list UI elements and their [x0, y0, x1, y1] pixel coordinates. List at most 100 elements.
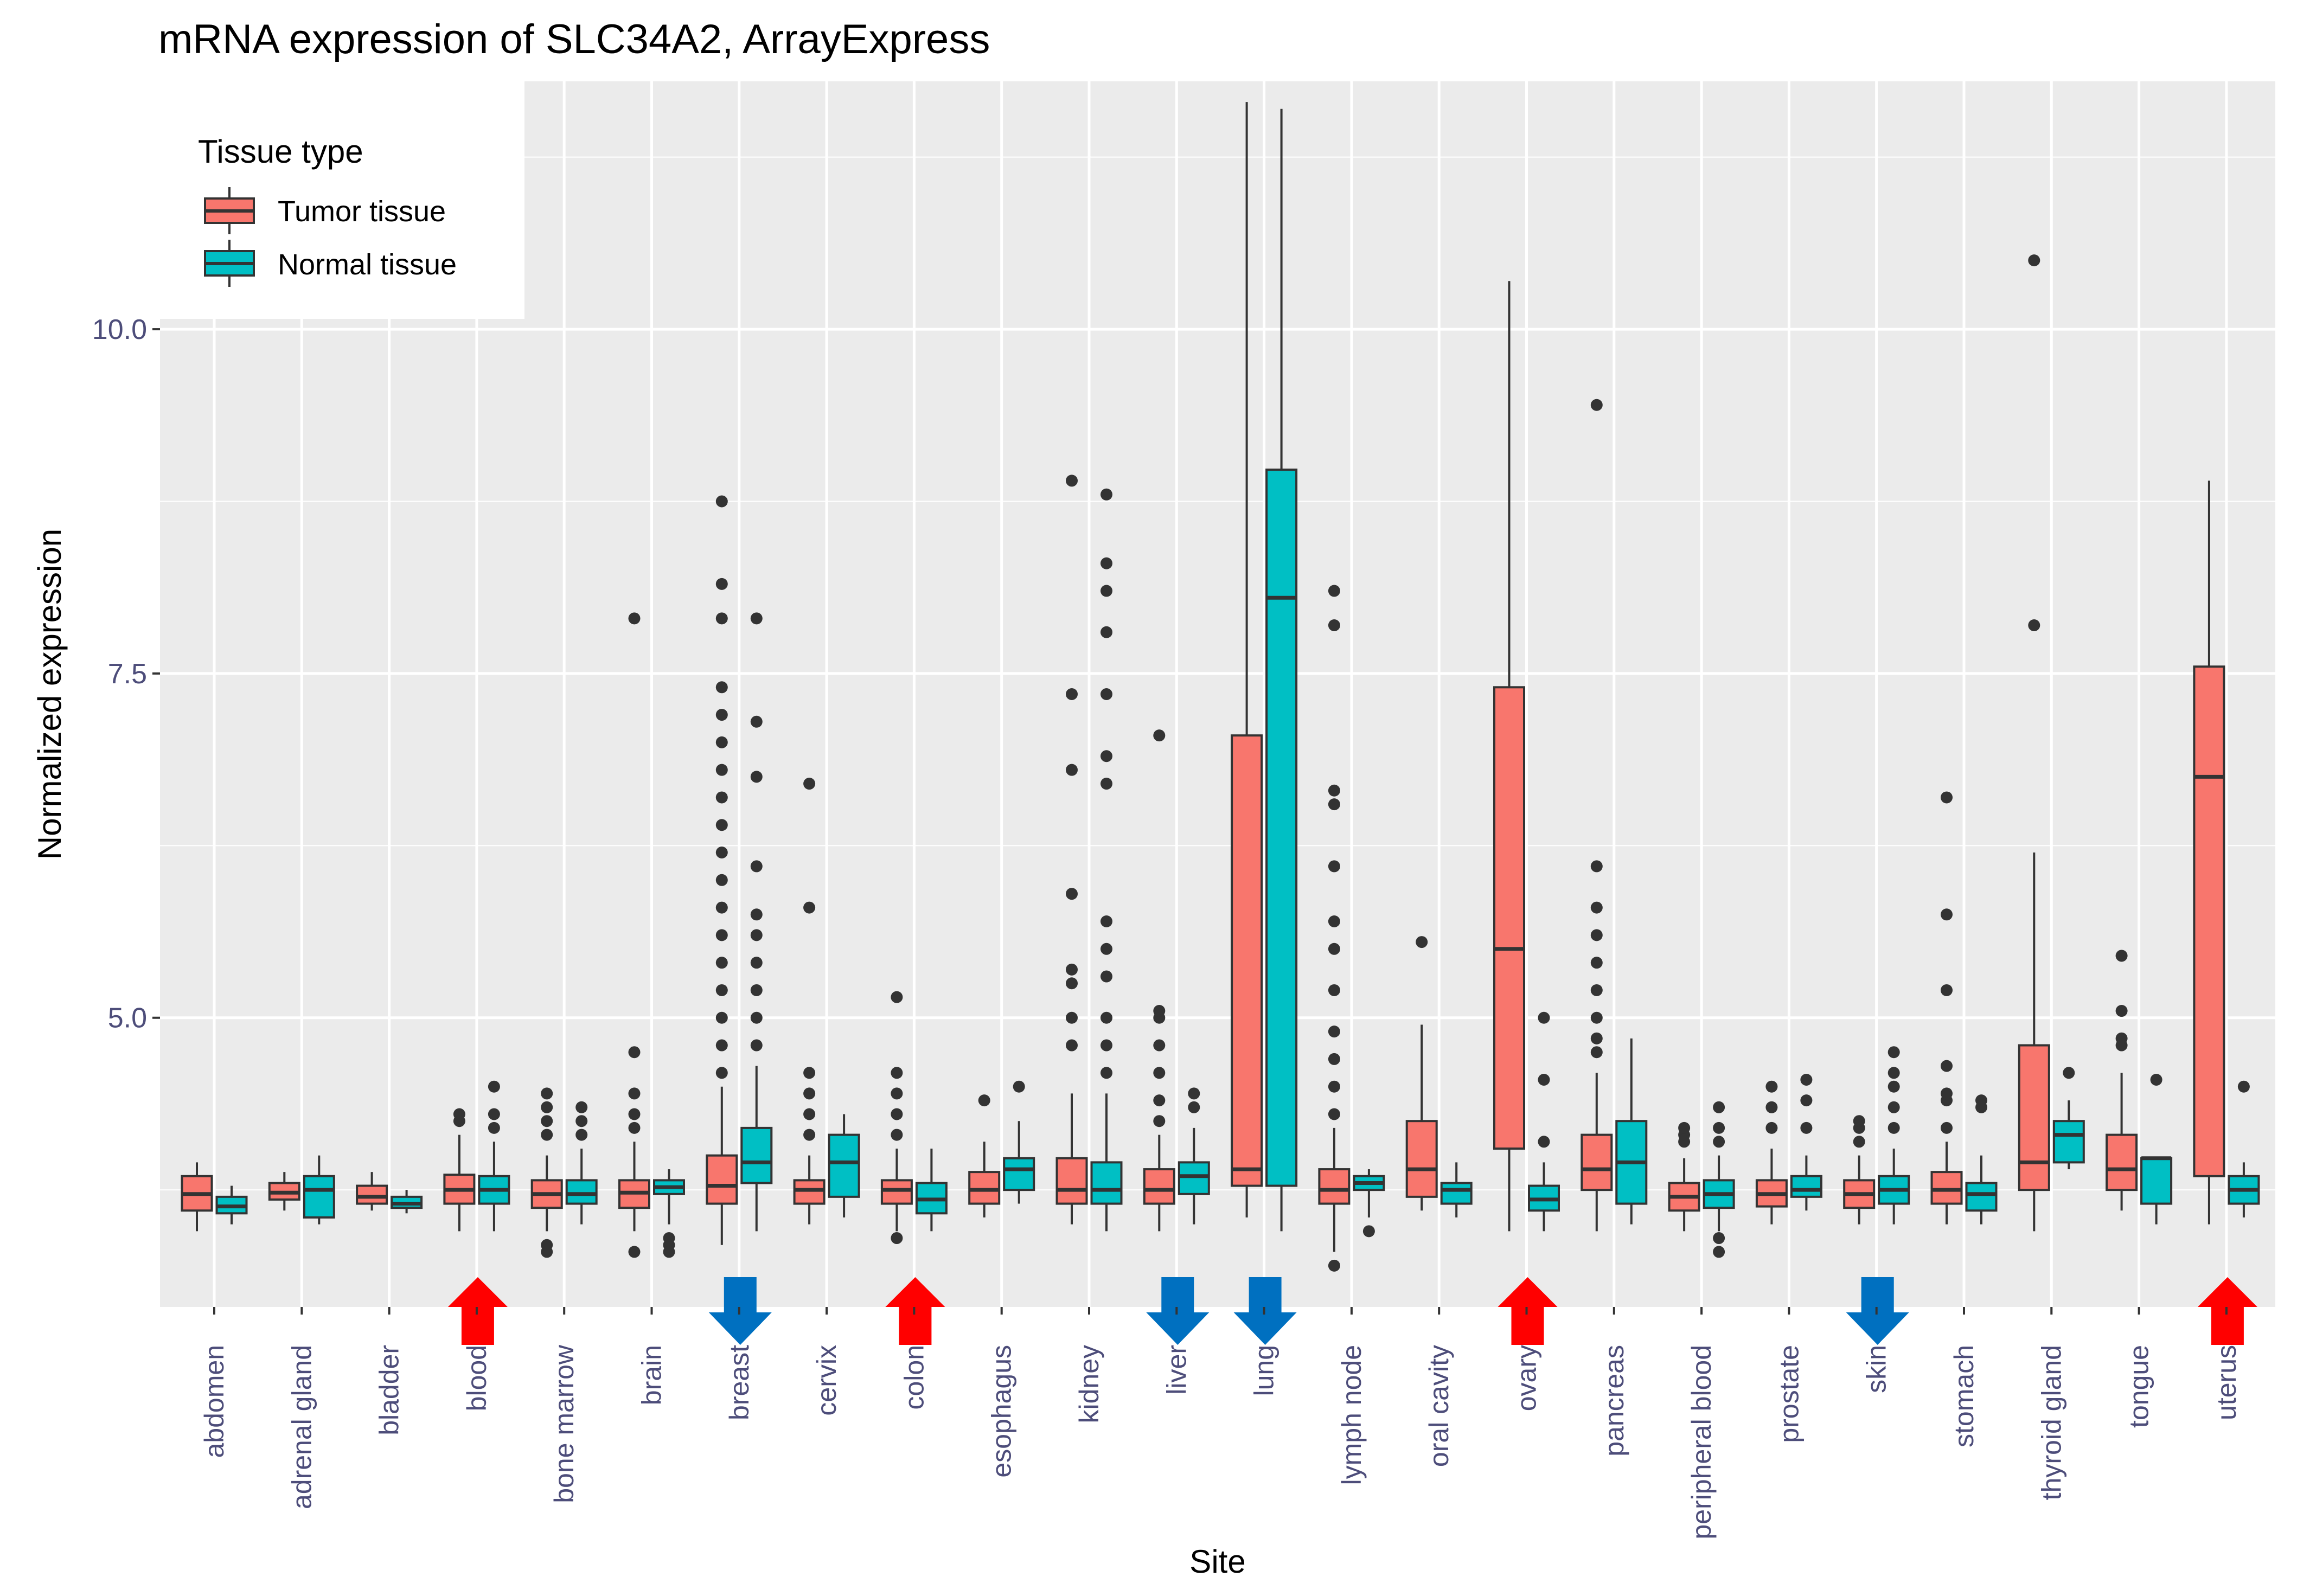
legend-title: Tissue type: [198, 133, 363, 170]
outlier-point: [1100, 1067, 1112, 1079]
outlier-point: [750, 1039, 763, 1052]
box-normal-oral-cavity: [1440, 1162, 1473, 1217]
outlier-point: [575, 1115, 588, 1127]
outlier-point: [1887, 1121, 1900, 1134]
outlier-point: [1066, 475, 1078, 487]
outlier-point: [663, 1246, 675, 1258]
outlier-point: [750, 1011, 763, 1024]
outlier-point: [1328, 798, 1340, 811]
outlier-point: [1100, 943, 1112, 955]
outlier-point: [541, 1115, 553, 1127]
box-normal-skin: [1878, 1046, 1910, 1225]
outlier-point: [2237, 1080, 2250, 1093]
outlier-point: [1853, 1136, 1865, 1148]
x-tick-label: thyroid gland: [2036, 1345, 2066, 1500]
box-tumor-breast: [706, 495, 738, 1245]
outlier-point: [628, 1108, 641, 1120]
outlier-point: [453, 1108, 465, 1120]
outlier-point: [803, 778, 816, 790]
outlier-point: [1941, 791, 1953, 804]
outlier-point: [715, 819, 728, 831]
outlier-point: [803, 901, 816, 914]
outlier-point: [750, 612, 763, 625]
x-axis-title: Site: [1189, 1543, 1245, 1580]
chart-title: mRNA expression of SLC34A2, ArrayExpress: [158, 16, 990, 62]
x-tick-label: bladder: [374, 1345, 405, 1435]
outlier-point: [1153, 1067, 1166, 1079]
outlier-point: [541, 1129, 553, 1141]
outlier-point: [1765, 1080, 1778, 1093]
box-tumor-peripheral-blood: [1668, 1121, 1700, 1232]
outlier-point: [1590, 1011, 1603, 1024]
outlier-point: [2063, 1067, 2075, 1079]
x-tick-label: adrenal gland: [286, 1345, 317, 1509]
outlier-point: [488, 1108, 500, 1120]
box-normal-prostate: [1790, 1074, 1822, 1211]
box-normal-thyroid-gland: [2052, 1067, 2085, 1170]
outlier-point: [715, 791, 728, 804]
outlier-point: [891, 1087, 903, 1100]
outlier-point: [1100, 1011, 1112, 1024]
box-body: [1318, 1168, 1351, 1205]
outlier-point: [541, 1239, 553, 1251]
box-normal-abdomen: [215, 1185, 248, 1225]
outlier-point: [715, 578, 728, 590]
outlier-point: [628, 1246, 641, 1258]
legend-entry-normal: Normal tissue: [204, 240, 457, 287]
box-body: [1003, 1157, 1035, 1191]
outlier-point: [1153, 729, 1166, 742]
x-tick-label: breast: [724, 1345, 754, 1420]
outlier-point: [1941, 908, 1953, 921]
box-body: [356, 1184, 388, 1205]
box-body: [1143, 1168, 1175, 1205]
grid-lines: [160, 81, 2275, 1307]
outlier-point: [891, 991, 903, 1003]
x-tick-label: liver: [1161, 1345, 1192, 1395]
legend: Tissue type Tumor tissue Normal tissue: [160, 81, 524, 319]
box-body: [740, 1126, 773, 1184]
box-body: [565, 1179, 598, 1205]
box-body: [2018, 1044, 2050, 1191]
outlier-point: [541, 1087, 553, 1100]
outlier-point: [1887, 1101, 1900, 1113]
x-tick-label: esophagus: [987, 1345, 1017, 1478]
outlier-point: [1853, 1115, 1865, 1127]
outlier-point: [1328, 585, 1340, 597]
outlier-point: [628, 1087, 641, 1100]
outlier-point: [1100, 585, 1112, 597]
box-tumor-cervix: [793, 778, 826, 1225]
outlier-point: [1100, 557, 1112, 569]
outlier-point: [1328, 860, 1340, 873]
outlier-point: [1765, 1121, 1778, 1134]
outlier-point: [1066, 977, 1078, 990]
box-tumor-oral-cavity: [1405, 936, 1438, 1211]
x-tick-label: kidney: [1074, 1345, 1104, 1424]
outlier-point: [1765, 1101, 1778, 1113]
outlier-point: [1153, 1094, 1166, 1107]
outlier-point: [750, 929, 763, 941]
box-tumor-bladder: [356, 1172, 388, 1211]
box-body: [2106, 1133, 2138, 1191]
outlier-point: [1066, 1039, 1078, 1052]
outlier-point: [1100, 488, 1112, 501]
outlier-point: [1153, 1005, 1166, 1017]
outlier-point: [715, 874, 728, 886]
outlier-point: [1328, 1259, 1340, 1272]
box-normal-bladder: [391, 1190, 423, 1214]
outlier-point: [715, 1067, 728, 1079]
outlier-point: [750, 771, 763, 783]
outlier-point: [803, 1129, 816, 1141]
box-tumor-lymph-node: [1318, 585, 1351, 1272]
outlier-point: [750, 957, 763, 969]
box-tumor-adrenal-gland: [268, 1172, 300, 1211]
outlier-point: [1066, 963, 1078, 976]
outlier-point: [1328, 984, 1340, 996]
outlier-point: [1066, 1011, 1078, 1024]
box-body: [880, 1179, 913, 1205]
outlier-point: [628, 612, 641, 625]
outlier-point: [1590, 901, 1603, 914]
box-tumor-lung: [1231, 102, 1263, 1217]
outlier-point: [1538, 1136, 1550, 1148]
outlier-point: [1328, 1080, 1340, 1093]
